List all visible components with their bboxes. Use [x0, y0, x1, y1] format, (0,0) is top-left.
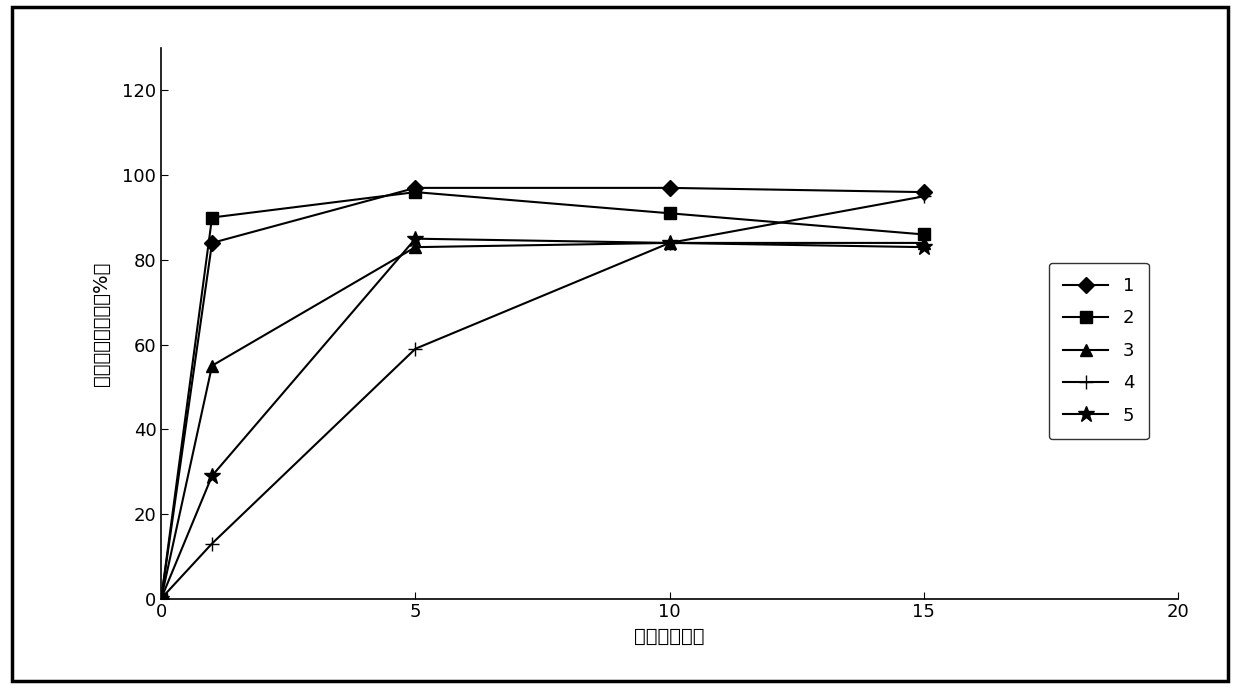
1 [154, 594, 169, 603]
5 [154, 594, 169, 603]
5 [408, 235, 423, 243]
2 [916, 230, 931, 239]
1 [205, 239, 219, 247]
4 [205, 539, 219, 548]
2 [154, 594, 169, 603]
Line: 1: 1 [156, 182, 929, 604]
1 [662, 184, 677, 192]
5 [205, 472, 219, 480]
2 [662, 209, 677, 217]
5 [916, 243, 931, 251]
Legend: 1, 2, 3, 4, 5: 1, 2, 3, 4, 5 [1049, 263, 1148, 439]
4 [662, 239, 677, 247]
1 [408, 184, 423, 192]
4 [408, 345, 423, 353]
5 [662, 239, 677, 247]
4 [916, 192, 931, 200]
Y-axis label: 阿莫西林溶出度（%）: 阿莫西林溶出度（%） [92, 261, 112, 385]
Line: 3: 3 [155, 237, 930, 605]
3 [154, 594, 169, 603]
Line: 4: 4 [154, 189, 931, 605]
2 [205, 213, 219, 222]
3 [408, 243, 423, 251]
3 [916, 239, 931, 247]
X-axis label: 时间（分钟）: 时间（分钟） [635, 627, 704, 646]
Line: 2: 2 [156, 186, 929, 604]
3 [205, 362, 219, 370]
3 [662, 239, 677, 247]
2 [408, 188, 423, 196]
4 [154, 594, 169, 603]
Line: 5: 5 [153, 230, 932, 607]
1 [916, 188, 931, 196]
